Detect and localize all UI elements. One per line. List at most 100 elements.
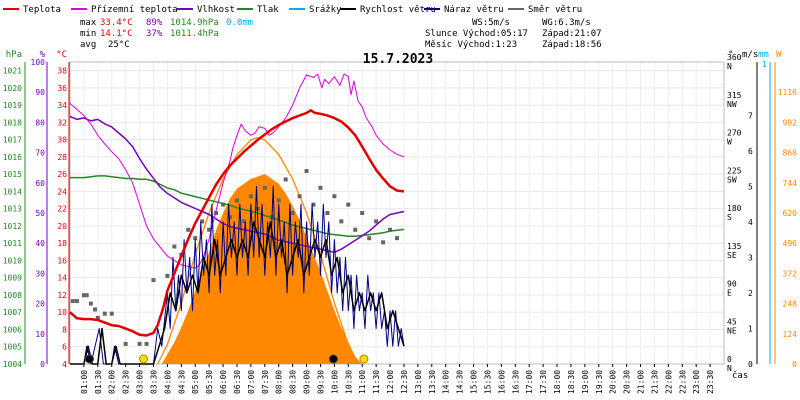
percent-axis-tick-label: 10	[35, 330, 45, 339]
wind-direction-point	[186, 227, 191, 232]
x-tick-label: 12:00	[386, 370, 395, 394]
legend: Teplota Přízemní teplota Vlhkost Tlak Srážky…	[3, 5, 582, 15]
x-tick-label: 19:30	[595, 370, 604, 394]
direction-tick-dir: SW	[727, 175, 737, 184]
stats-min-hum: 37%	[146, 29, 163, 39]
legend-label: Směr větru	[528, 5, 582, 15]
wind-direction-point	[144, 341, 149, 346]
hpa-axis-tick-label: 1019	[3, 101, 22, 110]
direction-tick-label: 180	[727, 204, 742, 213]
left-axes: hPa1021102010191018101710161015101410131…	[3, 50, 70, 369]
stats-avg-label: avg	[80, 40, 96, 50]
direction-tick-label: 270	[727, 129, 742, 138]
wind-direction-point	[200, 219, 205, 224]
wind-direction-point	[214, 211, 219, 215]
wind-direction-point	[318, 185, 323, 190]
wind-gust-line	[70, 185, 405, 365]
hpa-axis-tick-label: 1006	[3, 325, 22, 334]
legend-label: Rychlost větru	[360, 5, 436, 15]
solar-tick-label: 124	[783, 330, 798, 339]
stats-max-press: 1014.9hPa	[170, 18, 219, 28]
hpa-axis-tick-label: 1009	[3, 274, 22, 283]
direction-tick-label: 0	[727, 355, 732, 364]
wind-direction-point	[228, 215, 233, 220]
wind-direction-point	[360, 211, 365, 215]
wind-direction-point	[332, 194, 337, 199]
plot-frame	[69, 61, 725, 365]
percent-axis-tick-label: 80	[35, 118, 45, 127]
celsius-axis-unit: °C	[56, 50, 67, 60]
sun-icon	[359, 354, 369, 364]
percent-axis-tick-label: 20	[35, 300, 45, 309]
series-layer	[69, 73, 405, 365]
celsius-axis-tick-label: 10	[57, 308, 67, 317]
wind-direction-point	[339, 219, 344, 224]
wind-direction-point	[262, 185, 267, 190]
x-tick-label: 18:00	[553, 370, 562, 394]
percent-axis-tick-label: 100	[31, 58, 46, 67]
wind-direction-point	[388, 227, 393, 232]
celsius-axis-tick-label: 24	[57, 187, 67, 196]
hpa-axis-tick-label: 1018	[3, 118, 22, 127]
direction-tick-dir: NW	[727, 100, 737, 109]
solar-tick-label: 868	[783, 149, 798, 158]
percent-axis-tick-label: 60	[35, 179, 45, 188]
stats-min-label: min	[80, 29, 96, 39]
percent-axis-tick-label: 0	[40, 360, 45, 369]
x-tick-label: 01:30	[94, 370, 103, 394]
hpa-axis-tick-label: 1011	[3, 239, 22, 248]
x-tick-label: 06:30	[233, 370, 242, 394]
wind-direction-point	[234, 198, 239, 203]
x-tick-label: 22:00	[664, 370, 673, 394]
direction-tick-dir: NE	[727, 326, 737, 335]
celsius-axis-tick-label: 28	[57, 153, 67, 162]
x-tick-label: 20:30	[623, 370, 632, 394]
x-tick-label: 21:30	[650, 370, 659, 394]
x-tick-label: 22:30	[678, 370, 687, 394]
legend-label: Tlak	[257, 5, 279, 15]
celsius-axis-tick-label: 36	[57, 84, 67, 93]
percent-axis-tick-label: 40	[35, 239, 45, 248]
hpa-axis-tick-label: 1021	[3, 67, 22, 76]
x-tick-label: 03:00	[136, 370, 145, 394]
x-tick-label: 07:00	[247, 370, 256, 394]
x-tick-label: 07:30	[261, 370, 270, 394]
wind-direction-point	[123, 341, 128, 346]
wind-direction-point	[207, 227, 212, 232]
ms-tick-label: 3	[748, 253, 753, 262]
moon-icon	[328, 354, 338, 364]
direction-tick-label: 90	[727, 280, 737, 289]
x-tick-label: 08:30	[289, 370, 298, 394]
wind-direction-point	[241, 219, 246, 224]
marker-layer	[84, 354, 369, 364]
direction-axis-unit: °	[728, 50, 733, 60]
x-tick-label: 16:30	[511, 370, 520, 394]
info-moon-rise: Měsíc Východ:1:23	[425, 40, 517, 50]
solar-tick-label: 744	[783, 179, 798, 188]
x-tick-label: 01:00	[80, 370, 89, 394]
x-tick-label: 15:30	[483, 370, 492, 394]
wind-direction-point	[172, 244, 177, 249]
legend-label: Vlhkost	[197, 5, 235, 15]
hpa-axis-tick-label: 1012	[3, 222, 22, 231]
legend-label: Teplota	[23, 5, 61, 15]
x-tick-label: 03:30	[149, 370, 158, 394]
direction-tick-dir: E	[727, 289, 732, 298]
wind-direction-point	[276, 198, 281, 203]
celsius-axis-tick-label: 22	[57, 205, 67, 214]
hpa-axis-tick-label: 1007	[3, 308, 22, 317]
sun-icon	[138, 354, 148, 364]
percent-axis-tick-label: 30	[35, 269, 45, 278]
mm-tick-label: 1	[762, 60, 767, 69]
x-tick-label: 05:00	[191, 370, 200, 394]
info-ws: WS:5m/s	[472, 18, 510, 28]
info-moon-set: Západ:18:56	[542, 40, 602, 50]
hpa-axis-tick-label: 1013	[3, 205, 22, 214]
legend-label: Náraz větru	[444, 5, 504, 15]
hpa-axis-tick-label: 1008	[3, 291, 22, 300]
x-tick-label: 17:00	[525, 370, 534, 394]
wind-direction-point	[367, 236, 372, 241]
solar-axis-unit: W	[776, 50, 782, 60]
solar-tick-label: 620	[783, 209, 798, 218]
percent-axis-unit: %	[40, 50, 46, 60]
